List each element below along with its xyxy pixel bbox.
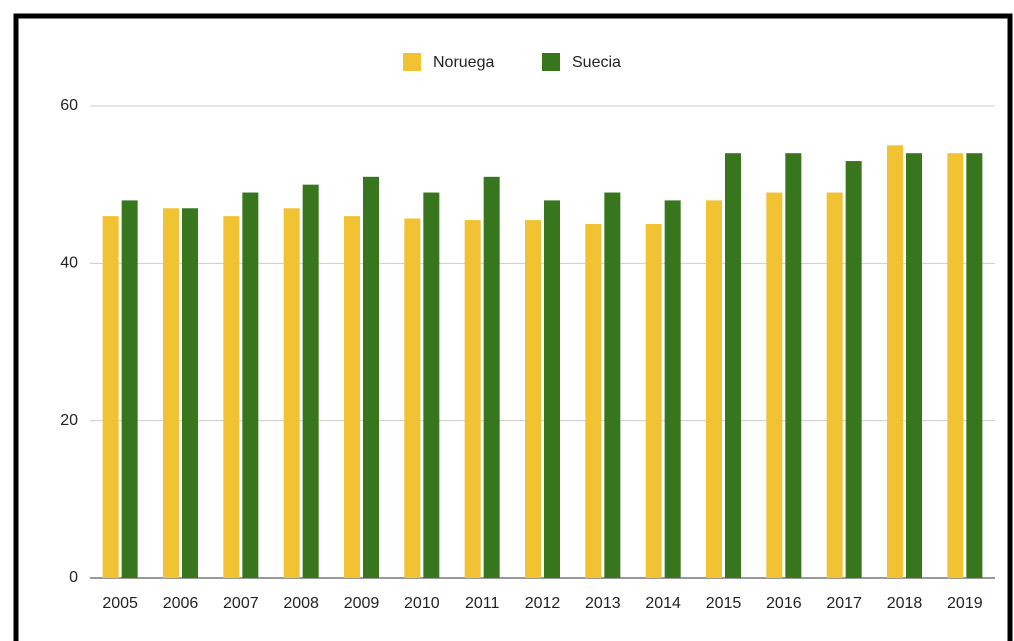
bar — [966, 153, 983, 578]
legend-label: Suecia — [572, 54, 621, 71]
bar — [947, 153, 964, 578]
bar — [645, 224, 662, 578]
x-tick-label: 2013 — [585, 595, 621, 612]
x-tick-label: 2010 — [404, 595, 440, 612]
bar — [826, 192, 843, 579]
bar — [363, 176, 379, 579]
bar — [344, 216, 360, 578]
x-tick-label: 2016 — [766, 595, 802, 612]
bar — [604, 192, 621, 579]
x-tick-label: 2011 — [465, 595, 500, 612]
frame — [13, 13, 1013, 641]
bar — [283, 208, 300, 578]
x-tick-label: 2018 — [887, 595, 923, 612]
bar — [242, 192, 259, 579]
bar — [121, 200, 138, 578]
y-tick-label: 40 — [60, 255, 78, 272]
bar — [544, 200, 560, 578]
x-tick-label: 2012 — [525, 595, 561, 612]
bar — [585, 224, 602, 578]
bar — [163, 208, 179, 578]
bar — [182, 208, 198, 578]
bar — [423, 192, 440, 579]
bar — [223, 216, 240, 578]
bar — [483, 176, 500, 579]
x-tick-label: 2007 — [223, 595, 259, 612]
legend-swatch — [542, 53, 560, 71]
bar — [906, 153, 922, 578]
bar — [302, 184, 319, 578]
bar — [464, 220, 481, 579]
legend-swatch — [403, 53, 421, 71]
legend-label: Noruega — [433, 54, 494, 71]
x-tick-label: 2015 — [706, 595, 742, 612]
bar — [887, 145, 903, 579]
bar — [706, 200, 722, 578]
y-tick-label: 60 — [60, 97, 78, 114]
bar — [404, 218, 421, 578]
x-tick-label: 2014 — [645, 595, 681, 612]
bar — [725, 153, 741, 578]
x-tick-label: 2008 — [283, 595, 319, 612]
y-tick-label: 0 — [69, 569, 78, 586]
x-tick-label: 2019 — [947, 595, 983, 612]
bar — [845, 161, 862, 579]
bar — [785, 153, 802, 578]
bar — [766, 192, 783, 579]
x-tick-label: 2009 — [344, 595, 380, 612]
y-tick-label: 20 — [60, 412, 78, 429]
x-tick-label: 2006 — [163, 595, 199, 612]
bar — [664, 200, 681, 578]
x-tick-label: 2005 — [102, 595, 138, 612]
x-tick-label: 2017 — [826, 595, 862, 612]
bar — [525, 220, 541, 579]
bar — [102, 216, 119, 578]
